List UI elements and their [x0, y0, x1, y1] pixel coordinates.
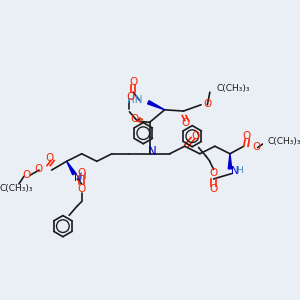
Polygon shape	[228, 154, 232, 169]
Text: O: O	[23, 170, 31, 180]
Text: O: O	[78, 184, 86, 194]
Text: O: O	[182, 118, 190, 128]
Text: O: O	[45, 152, 53, 163]
Text: N: N	[231, 167, 239, 176]
Text: N: N	[148, 145, 157, 158]
Text: O: O	[34, 164, 43, 174]
Text: C(CH₃)₃: C(CH₃)₃	[0, 184, 33, 193]
Polygon shape	[148, 101, 165, 110]
Text: O: O	[127, 92, 135, 102]
Text: O: O	[253, 142, 261, 152]
Text: O: O	[191, 131, 200, 141]
Text: O: O	[204, 98, 212, 109]
Text: O: O	[209, 168, 217, 178]
Text: HN: HN	[127, 95, 143, 105]
Text: H: H	[236, 167, 243, 176]
Text: O: O	[209, 184, 217, 194]
Text: H: H	[80, 172, 86, 182]
Text: O: O	[78, 168, 86, 178]
Text: O: O	[243, 131, 251, 141]
Text: O: O	[129, 77, 137, 87]
Text: N: N	[74, 172, 82, 183]
Polygon shape	[67, 161, 76, 175]
Text: C(CH₃)₃: C(CH₃)₃	[268, 137, 300, 146]
Text: O: O	[130, 114, 139, 124]
Text: C(CH₃)₃: C(CH₃)₃	[216, 84, 250, 93]
